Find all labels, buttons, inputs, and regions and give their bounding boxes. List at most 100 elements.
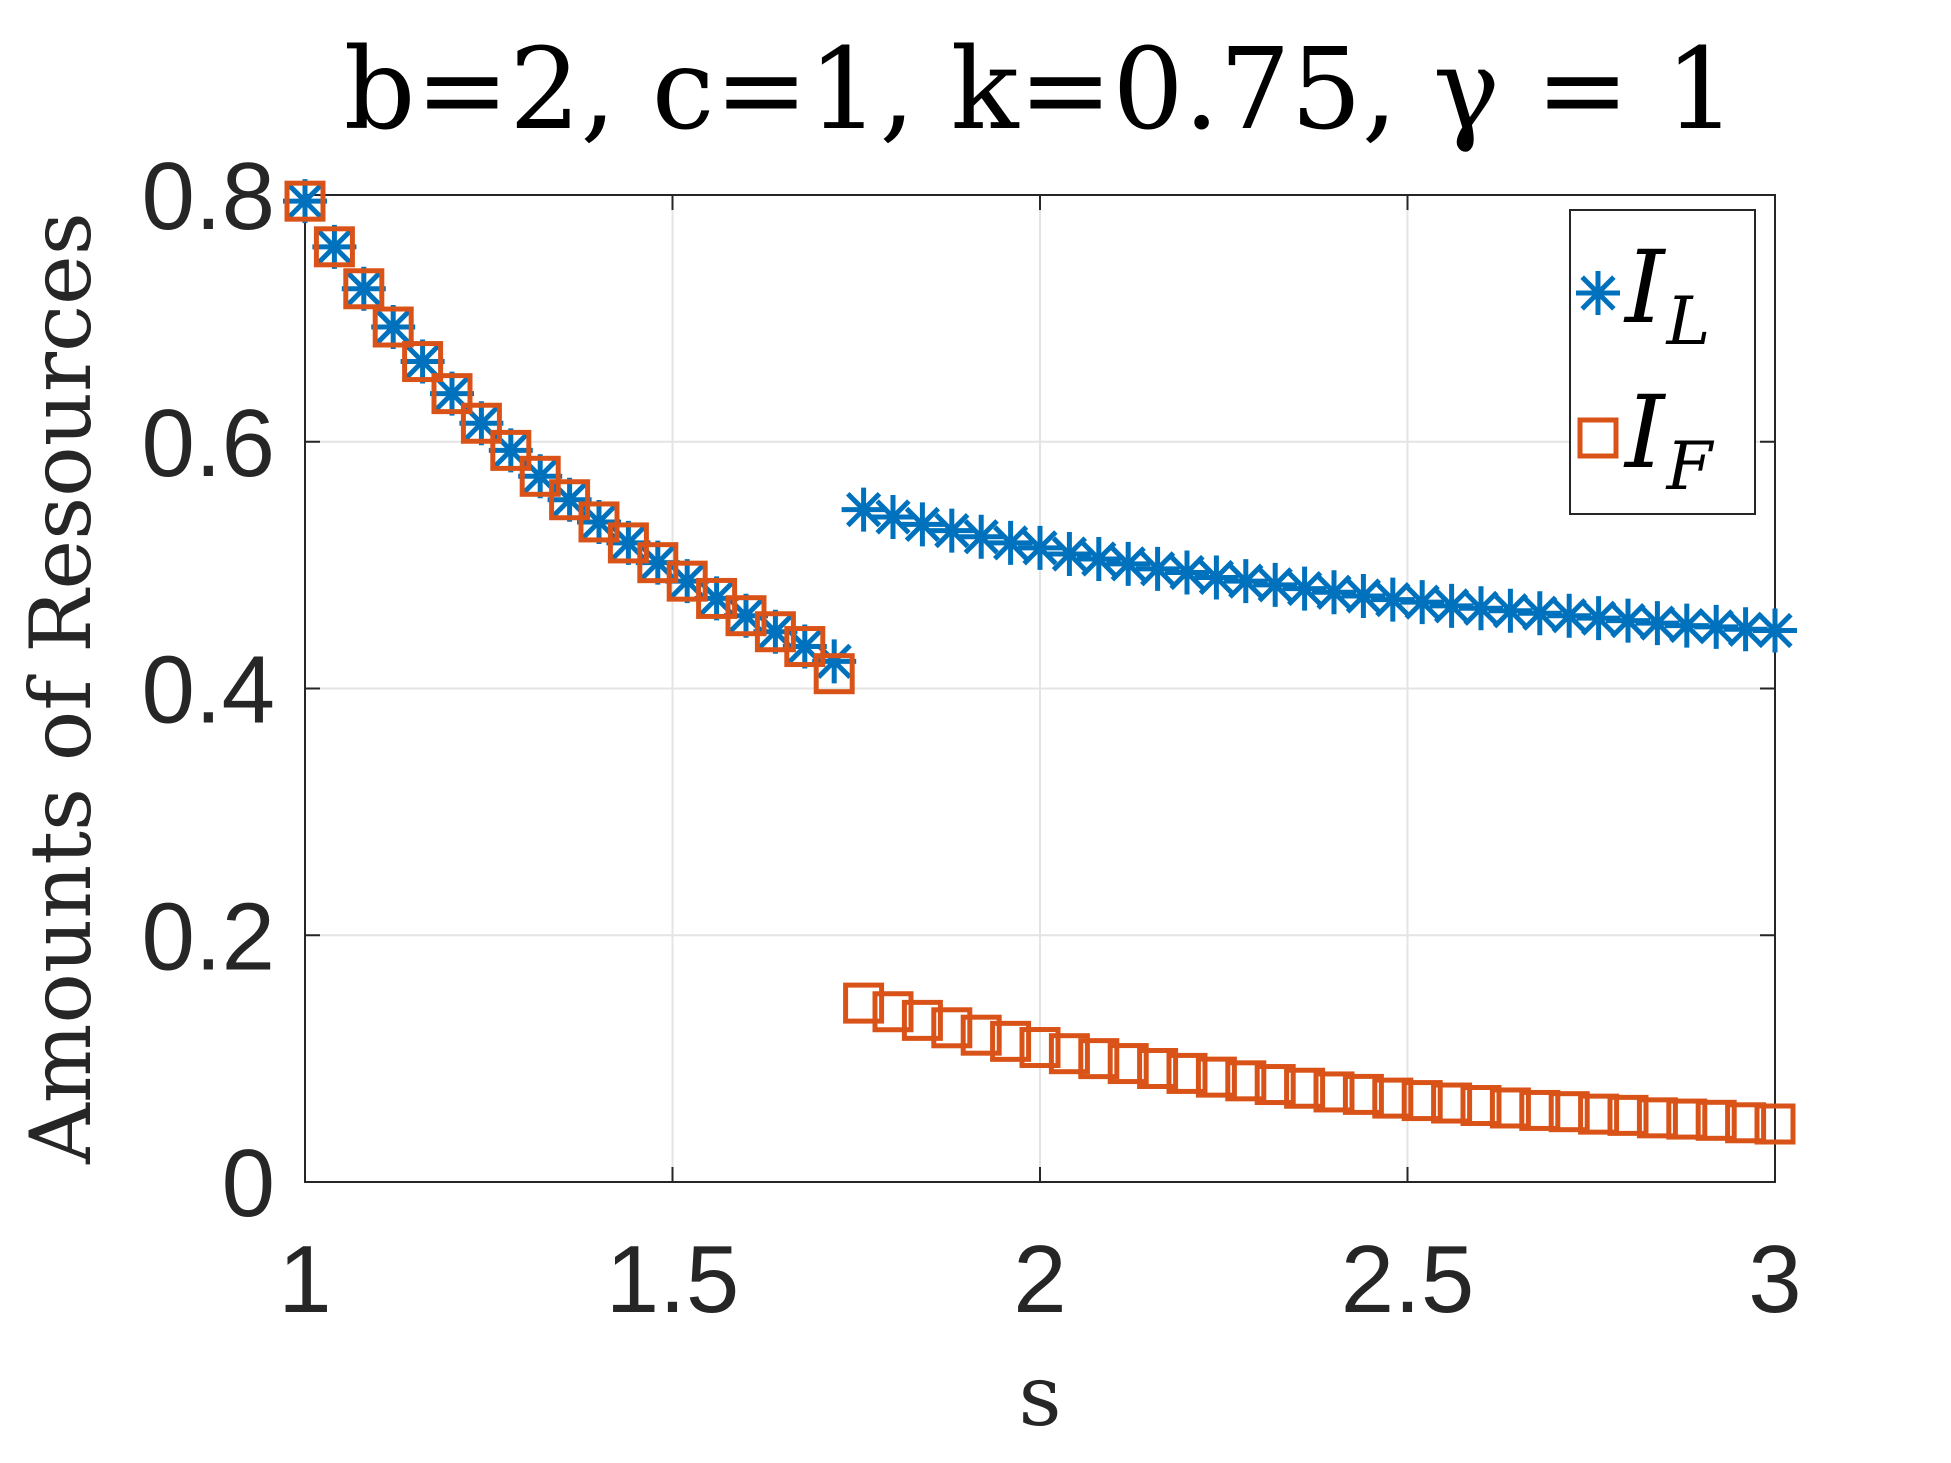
data-point-if	[1431, 1082, 1473, 1124]
legend-box	[1569, 209, 1756, 515]
data-point-il	[929, 508, 974, 553]
data-point-il	[283, 179, 327, 224]
data-point-if	[343, 268, 385, 310]
data-point-if	[813, 653, 855, 695]
data-point-if	[1636, 1097, 1678, 1139]
data-point-il	[430, 371, 474, 416]
data-point-if	[313, 226, 355, 268]
legend-square-icon	[1577, 417, 1619, 459]
data-point-il	[312, 224, 357, 269]
data-point-if	[1284, 1067, 1326, 1109]
data-point-if	[1137, 1047, 1179, 1089]
data-point-if	[1342, 1073, 1384, 1115]
data-point-il	[1312, 570, 1356, 615]
data-point-il	[988, 520, 1033, 565]
y-tick-label: 0.4	[142, 637, 275, 744]
data-point-if	[549, 479, 591, 521]
data-point-if	[1666, 1098, 1708, 1140]
data-point-il	[1194, 555, 1239, 600]
data-point-il	[1753, 608, 1797, 653]
data-point-il	[1400, 580, 1445, 625]
data-point-il	[1253, 562, 1298, 607]
data-point-if	[1313, 1071, 1355, 1113]
axes	[304, 194, 1776, 1183]
data-point-il	[1370, 577, 1415, 622]
data-point-il	[1223, 559, 1268, 604]
y-tick-label: 0.2	[142, 883, 275, 990]
data-point-if	[1048, 1033, 1090, 1075]
legend-label-il: IL	[1623, 229, 1710, 360]
legend-asterisk-icon	[1576, 271, 1620, 315]
data-point-il	[1341, 573, 1386, 618]
x-tick-label: 1.5	[606, 1226, 739, 1333]
data-point-if	[1548, 1091, 1590, 1133]
data-point-if	[402, 341, 444, 383]
chart-title: b=2, c=1, k=0.75, γ = 1	[344, 25, 1737, 155]
data-point-if	[1372, 1077, 1414, 1119]
data-point-if	[578, 501, 620, 543]
data-point-if	[1519, 1089, 1561, 1131]
data-point-if	[931, 1007, 973, 1049]
data-point-if	[1725, 1102, 1767, 1144]
y-tick-label: 0	[222, 1130, 275, 1237]
data-point-il	[1547, 593, 1592, 638]
data-point-il	[1106, 541, 1151, 586]
x-tick-label: 2	[1013, 1226, 1066, 1333]
data-point-il	[400, 339, 445, 384]
data-point-il	[841, 487, 886, 532]
data-point-if	[990, 1020, 1032, 1062]
legend: IL IF	[1569, 209, 1756, 515]
legend-marker-if	[1577, 417, 1619, 459]
data-point-if	[519, 455, 561, 497]
x-axis-label: s	[1018, 1347, 1061, 1445]
data-point-if	[754, 611, 796, 653]
data-point-if	[284, 180, 326, 222]
data-point-il	[1135, 546, 1180, 591]
data-point-if	[1489, 1087, 1531, 1129]
x-tick-label: 2.5	[1341, 1226, 1474, 1333]
data-point-if	[1254, 1064, 1296, 1106]
legend-marker-il	[1576, 271, 1620, 315]
series-if	[284, 180, 1796, 1145]
data-point-if	[1195, 1056, 1237, 1098]
data-point-if	[1401, 1080, 1443, 1122]
data-point-if	[372, 306, 414, 348]
data-point-if	[1607, 1094, 1649, 1136]
data-point-if	[1225, 1060, 1267, 1102]
data-point-if	[460, 402, 502, 444]
y-axis-label: Amounts of Resources	[12, 212, 110, 1165]
data-point-if	[1754, 1103, 1796, 1145]
y-tick-label: 0.8	[142, 143, 275, 250]
x-tick-label: 3	[1748, 1226, 1801, 1333]
data-series	[283, 179, 1797, 1145]
data-point-if	[1578, 1093, 1620, 1135]
x-tick-label: 1	[278, 1226, 331, 1333]
data-point-il	[1282, 566, 1327, 611]
data-point-if	[1078, 1038, 1120, 1080]
data-point-il	[371, 305, 416, 350]
data-point-il	[1429, 583, 1474, 628]
data-point-if	[960, 1014, 1002, 1056]
series-il	[283, 179, 1797, 684]
data-point-if	[843, 982, 885, 1024]
data-point-if	[431, 373, 473, 415]
data-point-il	[1047, 532, 1092, 577]
data-point-il	[1018, 525, 1062, 570]
data-point-if	[1695, 1099, 1737, 1141]
data-point-if	[901, 999, 943, 1041]
data-point-il	[1076, 536, 1121, 581]
data-point-il	[812, 639, 857, 684]
data-point-if	[872, 991, 914, 1033]
legend-label-if: IF	[1623, 374, 1715, 505]
tick-labels: 1 1.5 2 2.5 3 0 0.2 0.4 0.6 0.8	[142, 143, 1802, 1333]
data-point-il	[577, 499, 621, 544]
data-point-il	[547, 477, 592, 522]
data-point-if	[490, 429, 532, 471]
y-tick-label: 0.6	[142, 390, 275, 497]
data-point-if	[784, 626, 826, 668]
data-point-il	[518, 454, 563, 499]
data-point-if	[1019, 1027, 1061, 1069]
data-point-il	[1165, 550, 1209, 595]
data-point-il	[900, 502, 945, 547]
